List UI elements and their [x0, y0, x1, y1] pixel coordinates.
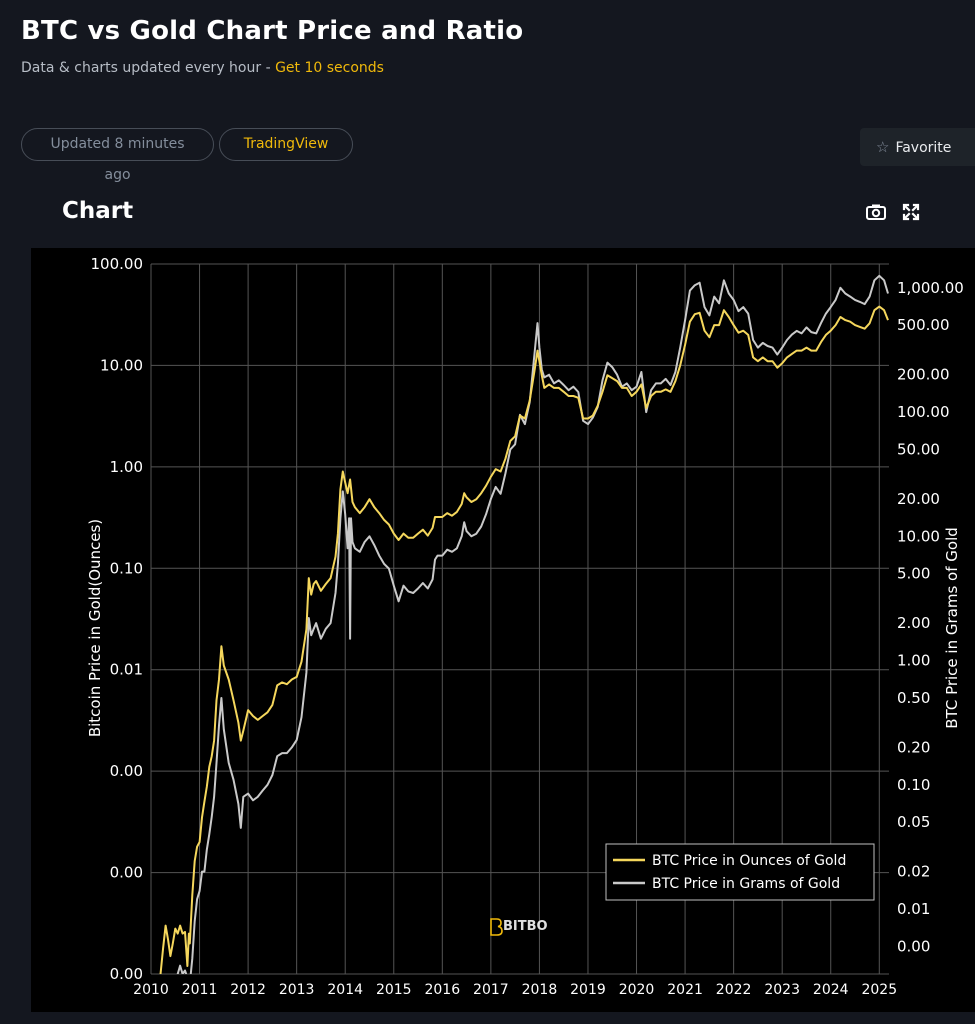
- legend-box: [605, 843, 875, 901]
- subtitle-text: Data & charts updated every hour -: [21, 60, 276, 76]
- right-axis-ticks: 1,000.00 500.00 200.00 100.00 50.00 20.00 10.0…: [897, 279, 964, 956]
- series-ounces-line: [159, 305, 889, 974]
- right-tick-label: 200.00: [897, 366, 950, 384]
- y-axis-label: Bitcoin Price in Gold(Ounces): [86, 519, 104, 737]
- btc-gold-chart: 100.00 10.00 1.00 0.10 0.01 0.00 0.00 0.00 1,00…: [86, 255, 964, 998]
- left-tick-label: 0.10: [110, 559, 143, 577]
- x-tick-label: 2018: [522, 982, 558, 998]
- updated-badge: Updated 8 minutes ago: [21, 128, 214, 183]
- x-tick-label: 2021: [667, 982, 703, 998]
- page-subtitle: Data & charts updated every hour - Get 1…: [21, 60, 384, 76]
- y2-axis-label: BTC Price in Grams of Gold: [943, 527, 961, 729]
- x-tick-label: 2012: [230, 982, 266, 998]
- right-tick-label: 0.01: [897, 900, 930, 918]
- left-tick-label: 0.00: [110, 864, 143, 882]
- star-icon: ☆: [876, 138, 890, 156]
- favorite-button[interactable]: ☆ Favorite: [860, 128, 975, 166]
- x-tick-label: 2011: [182, 982, 218, 998]
- left-tick-label: 0.00: [110, 965, 143, 983]
- chart-legend: BTC Price in Ounces of Gold BTC Price in…: [605, 843, 875, 901]
- left-axis-ticks: 100.00 10.00 1.00 0.10 0.01 0.00 0.00 0.00: [91, 255, 144, 983]
- right-tick-label: 1.00: [897, 652, 930, 670]
- left-tick-label: 1.00: [110, 458, 143, 476]
- favorite-label: Favorite: [895, 140, 952, 156]
- right-tick-label: 0.02: [897, 863, 930, 881]
- x-axis-ticks: 2010 2011 2012 2013 2014 2015 2016 2017 2018 2019…: [133, 982, 897, 998]
- x-tick-label: 2024: [813, 982, 849, 998]
- right-tick-label: 10.00: [897, 527, 940, 545]
- right-tick-label: 20.00: [897, 490, 940, 508]
- camera-icon[interactable]: [865, 201, 887, 223]
- expand-icon[interactable]: [900, 201, 922, 223]
- right-tick-label: 50.00: [897, 440, 940, 458]
- x-tick-label: 2014: [327, 982, 363, 998]
- right-tick-label: 0.20: [897, 738, 930, 756]
- x-tick-label: 2010: [133, 982, 169, 998]
- watermark: BITBO: [490, 918, 548, 936]
- x-tick-label: 2022: [716, 982, 752, 998]
- right-tick-label: 2.00: [897, 614, 930, 632]
- series-layer: [159, 274, 889, 974]
- right-tick-label: 0.05: [897, 813, 930, 831]
- right-tick-label: 1,000.00: [897, 279, 964, 297]
- tradingview-button[interactable]: TradingView: [219, 128, 353, 161]
- x-tick-label: 2015: [376, 982, 412, 998]
- upgrade-link[interactable]: Get 10 seconds: [275, 60, 384, 76]
- left-tick-label: 100.00: [91, 255, 144, 273]
- x-tick-label: 2016: [424, 982, 460, 998]
- left-tick-label: 0.01: [110, 661, 143, 679]
- left-tick-label: 0.00: [110, 762, 143, 780]
- x-tick-label: 2025: [861, 982, 897, 998]
- right-tick-label: 5.00: [897, 565, 930, 583]
- bitbo-logo-icon: [490, 918, 503, 936]
- x-tick-label: 2020: [619, 982, 655, 998]
- chart-container: 100.00 10.00 1.00 0.10 0.01 0.00 0.00 0.00 1,00…: [31, 248, 975, 1012]
- legend-label-ounces: BTC Price in Ounces of Gold: [652, 853, 846, 869]
- x-tick-label: 2023: [764, 982, 800, 998]
- x-tick-label: 2017: [473, 982, 509, 998]
- right-tick-label: 100.00: [897, 403, 950, 421]
- left-tick-label: 10.00: [100, 356, 143, 374]
- chart-grid: [150, 263, 889, 975]
- right-tick-label: 0.10: [897, 776, 930, 794]
- page-title: BTC vs Gold Chart Price and Ratio: [21, 16, 524, 46]
- chart-section-title: Chart: [62, 198, 134, 224]
- series-grams-line: [176, 274, 889, 974]
- legend-label-grams: BTC Price in Grams of Gold: [652, 876, 840, 892]
- right-tick-label: 500.00: [897, 316, 950, 334]
- right-tick-label: 0.50: [897, 689, 930, 707]
- right-tick-label: 0.00: [897, 937, 930, 955]
- x-tick-label: 2013: [279, 982, 315, 998]
- watermark-text: BITBO: [503, 919, 548, 934]
- x-tick-label: 2019: [570, 982, 606, 998]
